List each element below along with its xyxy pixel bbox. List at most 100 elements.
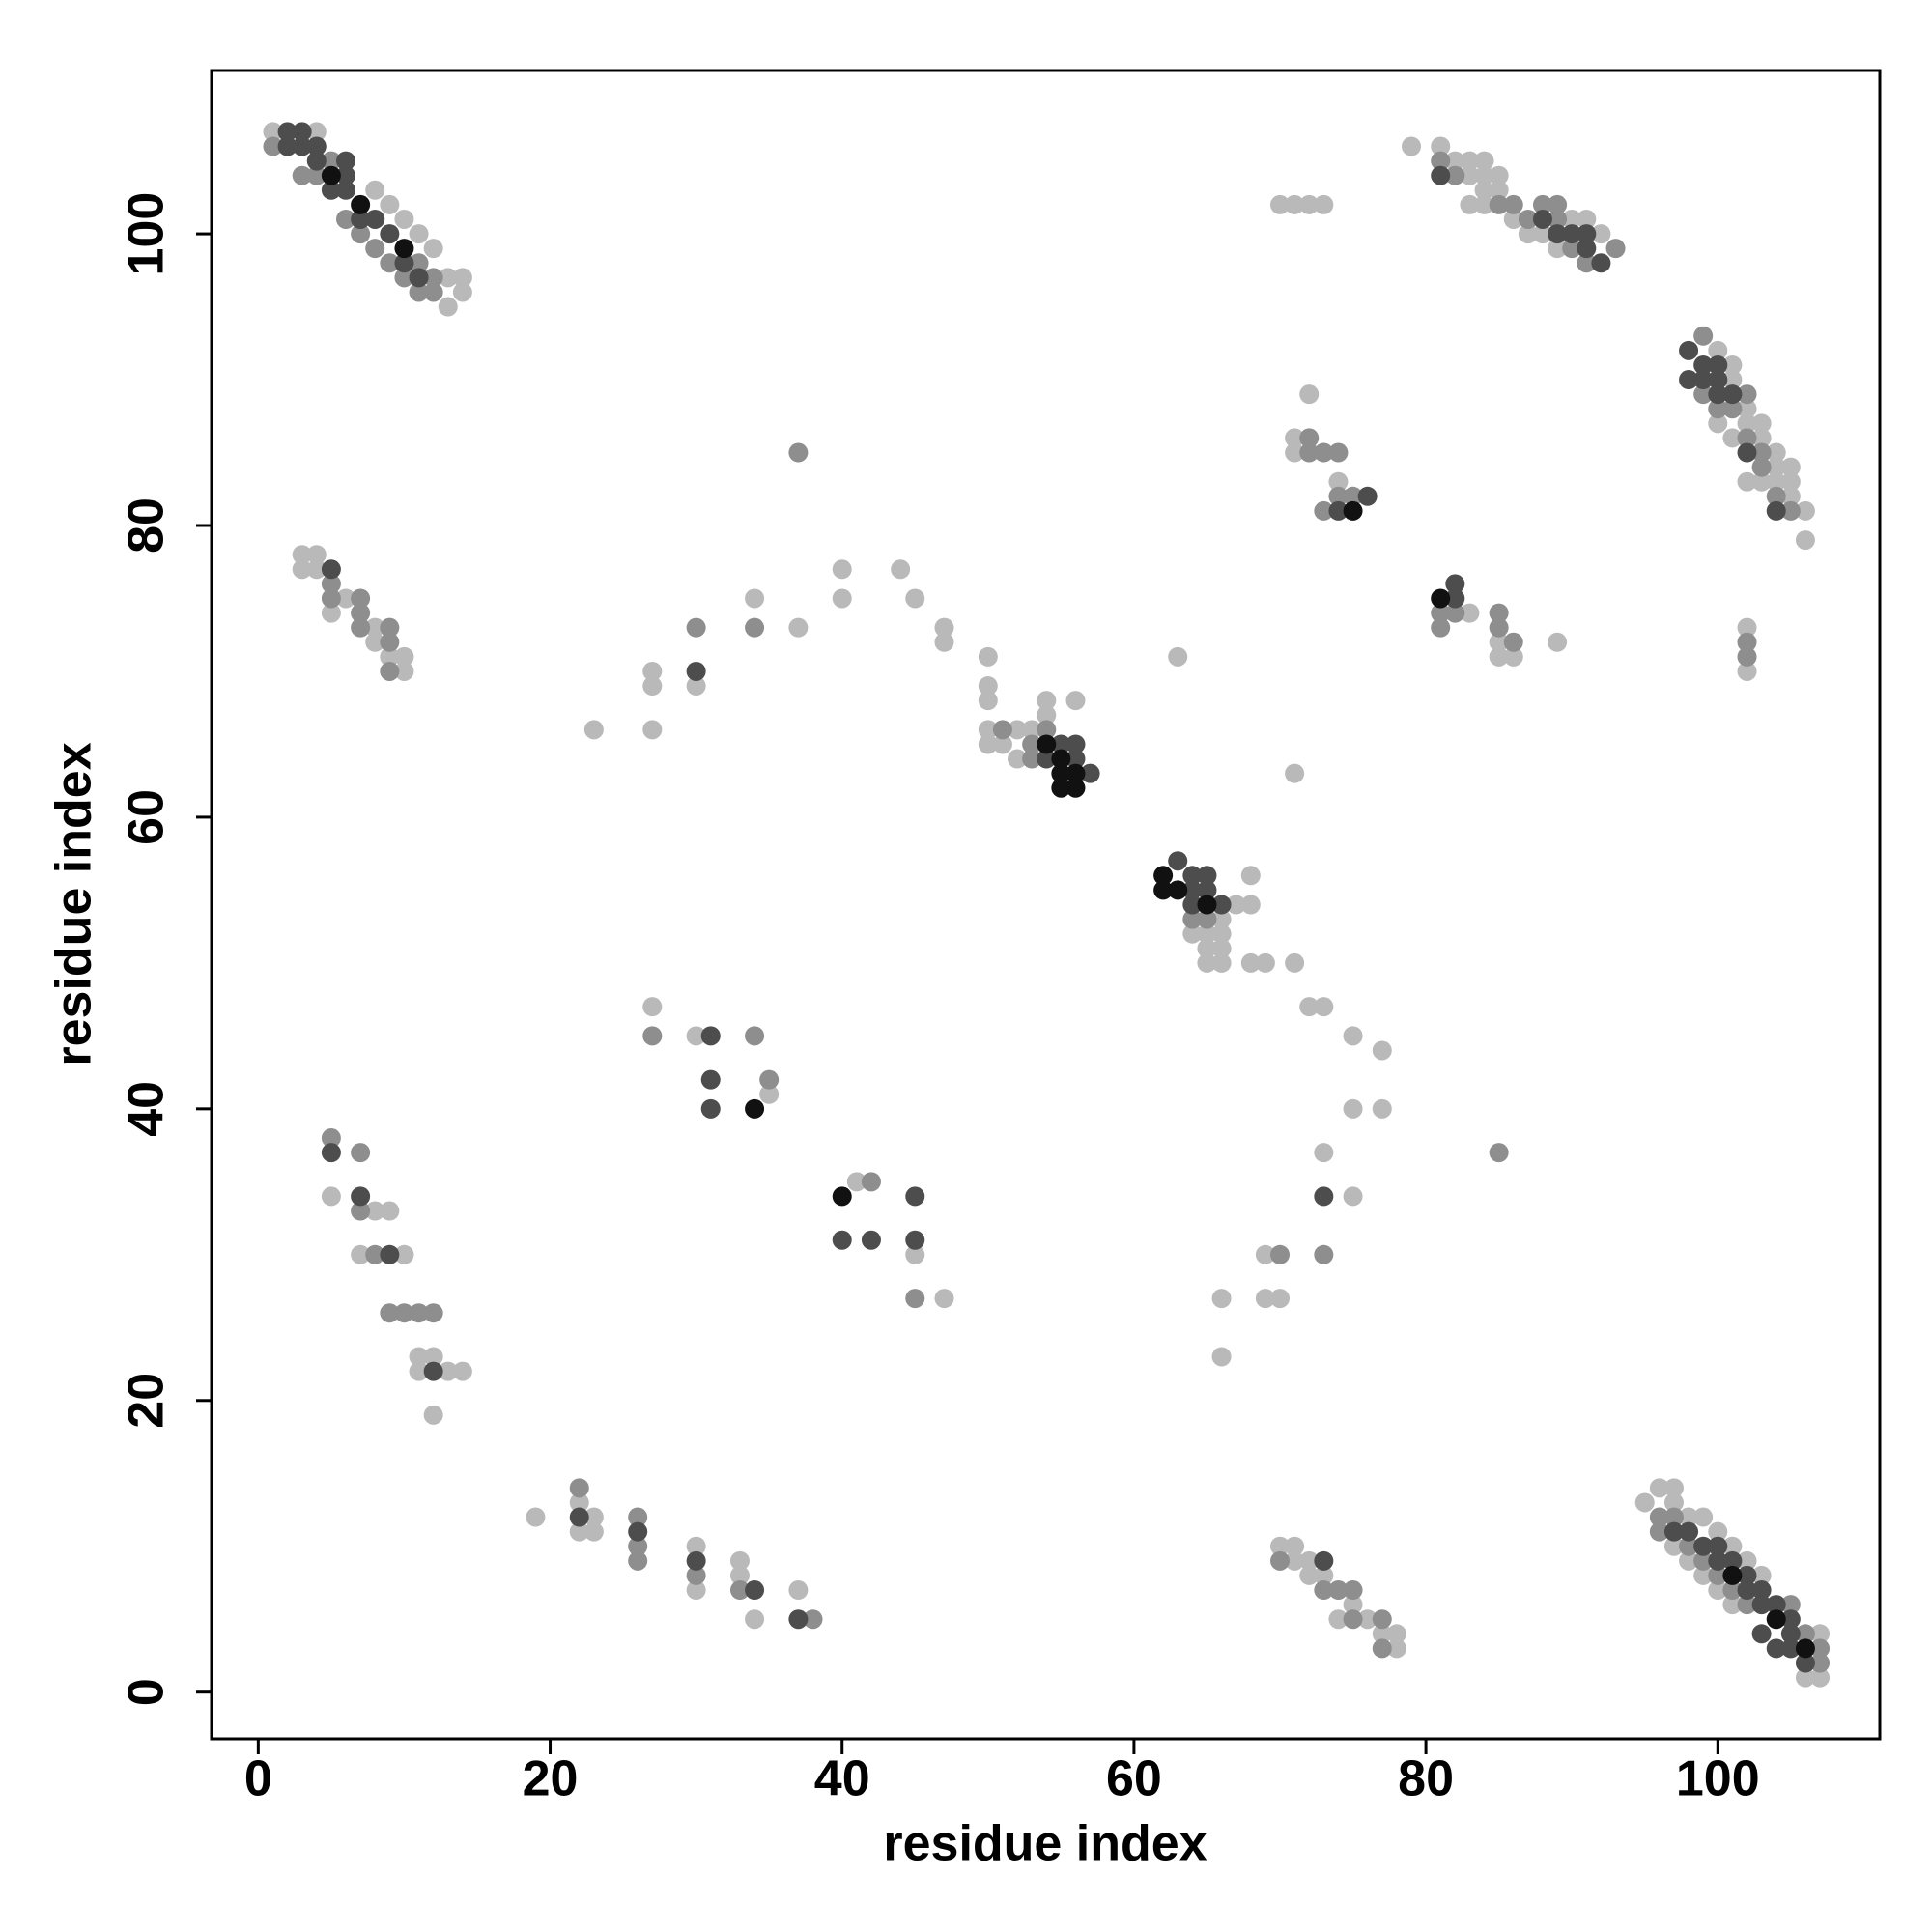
point: [1780, 486, 1801, 506]
point: [1737, 1550, 1757, 1571]
point: [1343, 1098, 1363, 1119]
point: [745, 1580, 765, 1601]
point: [1780, 457, 1801, 477]
point: [306, 165, 327, 185]
point: [1663, 1521, 1684, 1542]
point: [1577, 239, 1597, 259]
point: [1663, 1478, 1684, 1498]
point: [365, 1244, 385, 1264]
point: [423, 1405, 443, 1425]
point: [1037, 705, 1057, 725]
point: [1051, 749, 1071, 769]
point: [380, 1201, 400, 1221]
plot-frame: [210, 69, 1882, 1741]
point: [1679, 1521, 1699, 1542]
point: [1518, 224, 1538, 244]
point: [336, 180, 356, 200]
point: [1182, 909, 1203, 929]
point: [321, 559, 341, 580]
point: [1343, 1186, 1363, 1207]
point: [394, 1244, 414, 1264]
point: [1737, 632, 1757, 652]
point: [832, 588, 852, 609]
point: [891, 559, 911, 580]
point: [1372, 1638, 1392, 1659]
point: [1679, 370, 1699, 390]
point: [351, 209, 371, 229]
point: [1795, 530, 1815, 551]
point: [1751, 457, 1772, 477]
point: [1722, 1550, 1743, 1571]
point: [380, 632, 400, 652]
point: [1489, 194, 1509, 214]
point: [1065, 749, 1086, 769]
point: [1197, 923, 1217, 944]
point: [992, 734, 1012, 754]
point: [321, 1143, 341, 1163]
point: [365, 209, 385, 229]
point: [1299, 1550, 1320, 1571]
point: [1708, 399, 1728, 419]
point: [1460, 194, 1480, 214]
point: [292, 545, 312, 565]
point: [1445, 165, 1465, 185]
point: [1548, 224, 1568, 244]
point: [1708, 1521, 1728, 1542]
point: [788, 617, 809, 638]
point: [394, 646, 414, 667]
point: [1343, 1595, 1363, 1615]
point: [380, 1303, 400, 1323]
point: [1328, 471, 1349, 492]
x-axis-label: residue index: [883, 1816, 1207, 1872]
point: [452, 282, 472, 302]
point: [1737, 1565, 1757, 1585]
point: [409, 253, 429, 273]
point: [905, 1186, 925, 1207]
point: [1737, 646, 1757, 667]
point: [1197, 895, 1217, 915]
point: [1577, 209, 1597, 229]
point: [1460, 165, 1480, 185]
point: [1343, 500, 1363, 521]
point: [1737, 1595, 1757, 1615]
point: [351, 1201, 371, 1221]
point: [292, 559, 312, 580]
point: [1314, 1565, 1334, 1585]
point: [1649, 1478, 1669, 1498]
y-tick-label: 100: [119, 192, 175, 276]
point: [1328, 500, 1349, 521]
point: [1314, 1550, 1334, 1571]
point: [1708, 1580, 1728, 1601]
point: [1008, 720, 1028, 740]
point: [1460, 603, 1480, 623]
point: [1051, 734, 1071, 754]
point: [423, 282, 443, 302]
point: [700, 1069, 721, 1090]
point: [380, 253, 400, 273]
point: [745, 1609, 765, 1630]
point: [1182, 923, 1203, 944]
point: [628, 1507, 648, 1527]
point: [1299, 442, 1320, 463]
point: [1211, 923, 1232, 944]
point: [729, 1580, 750, 1601]
point: [1372, 1609, 1392, 1630]
point: [1810, 1653, 1831, 1673]
point: [700, 1098, 721, 1119]
point: [1722, 399, 1743, 419]
x-tick-label: 40: [814, 1751, 870, 1807]
point: [686, 1536, 706, 1556]
point: [934, 617, 954, 638]
point: [1577, 253, 1597, 273]
point: [569, 1492, 589, 1513]
point: [365, 180, 385, 200]
point: [978, 734, 998, 754]
point: [700, 1026, 721, 1046]
point: [277, 122, 298, 142]
point: [569, 1507, 589, 1527]
point: [1037, 734, 1057, 754]
point: [1737, 471, 1757, 492]
point: [1780, 1595, 1801, 1615]
point: [336, 588, 356, 609]
point: [1766, 1638, 1786, 1659]
